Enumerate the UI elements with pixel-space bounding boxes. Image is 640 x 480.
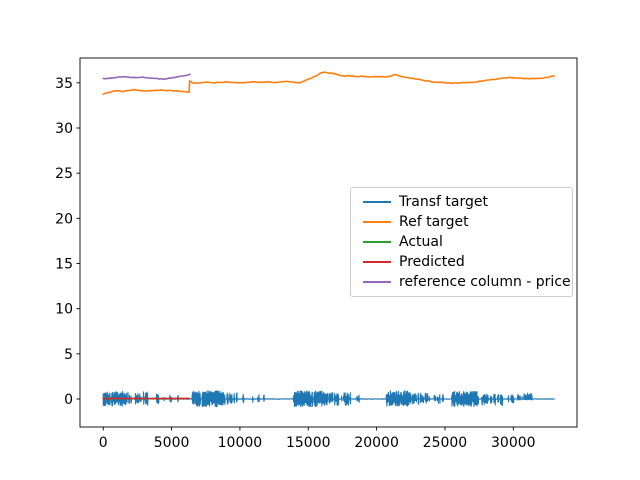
y-tick-label: 5 [64,347,73,363]
legend-entry-transf-target: Transf target [363,192,564,212]
y-tick-label: 15 [55,257,73,273]
legend-label-ref-target: Ref target [399,214,469,230]
legend-swatch-reference-column-price [363,280,391,284]
x-tick-label: 5000 [154,435,190,451]
legend-swatch-transf-target [363,200,391,204]
legend-label-transf-target: Transf target [399,194,488,210]
x-tick-label: 0 [99,435,108,451]
series-line-reference-column-price [102,73,191,80]
y-tick-label: 25 [55,166,73,182]
legend-entry-actual: Actual [363,232,564,252]
legend: Transf target Ref target Actual Predicte… [350,187,573,297]
y-tick-label: 35 [55,76,73,92]
legend-swatch-actual [363,240,391,244]
y-tick-label: 0 [64,392,73,408]
legend-entry-reference-column-price: reference column - price [363,272,571,292]
x-tick-label: 20000 [354,435,399,451]
legend-label-reference-column-price: reference column - price [399,274,571,290]
legend-entry-ref-target: Ref target [363,212,564,232]
legend-label-predicted: Predicted [399,254,465,270]
y-tick-label: 20 [55,211,73,227]
legend-label-actual: Actual [399,234,443,250]
legend-swatch-predicted [363,260,391,264]
y-tick-label: 10 [55,302,73,318]
x-tick-label: 15000 [286,435,331,451]
x-tick-label: 25000 [423,435,468,451]
y-tick-label: 30 [55,121,73,137]
series-line-ref-target [102,71,556,96]
x-tick-label: 30000 [491,435,536,451]
legend-swatch-ref-target [363,220,391,224]
x-tick-label: 10000 [218,435,263,451]
series-line-transf-target [102,390,555,408]
legend-entry-predicted: Predicted [363,252,564,272]
